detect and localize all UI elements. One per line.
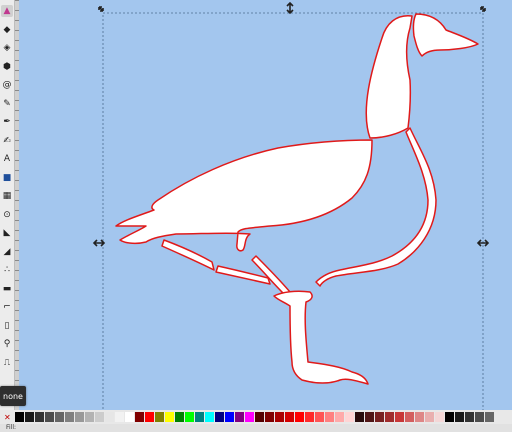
palette-swatch[interactable]: [95, 412, 104, 422]
palette-swatch[interactable]: [245, 412, 254, 422]
palette-swatch[interactable]: [315, 412, 324, 422]
palette-swatch[interactable]: [265, 412, 274, 422]
pencil-tool-icon[interactable]: ✎: [3, 98, 11, 109]
vertical-ruler: [15, 0, 19, 410]
resize-handle-left[interactable]: [92, 239, 106, 247]
palette-swatch[interactable]: [285, 412, 294, 422]
palette-swatch[interactable]: [25, 412, 34, 422]
resize-handle-top-right[interactable]: [480, 6, 486, 12]
resize-handle-top-left[interactable]: [98, 6, 104, 12]
palette-swatch[interactable]: [445, 412, 454, 422]
palette-swatch[interactable]: [215, 412, 224, 422]
no-paint-icon[interactable]: ✕: [4, 412, 11, 422]
color-palette: ✕: [0, 410, 512, 424]
goose-foot-shape[interactable]: [273, 290, 369, 385]
palette-swatch[interactable]: [125, 412, 134, 422]
toolbox: ▲ ◆ ◈ ⬢ @ ✎ ✒ ✍ A ■ ▦ ⊙ ◣ ◢ ∴ ▬ ⌐ ▯ ⚲ ⎍: [0, 0, 15, 412]
node-tool-icon[interactable]: ◆: [3, 24, 11, 35]
palette-swatch[interactable]: [435, 412, 444, 422]
status-fill-label: Fill:: [6, 424, 17, 431]
palette-swatch[interactable]: [415, 412, 424, 422]
selection-bounding-box: [102, 12, 484, 410]
palette-swatch[interactable]: [395, 412, 404, 422]
pen-tool-icon[interactable]: ✒: [3, 117, 11, 127]
palette-swatch[interactable]: [195, 412, 204, 422]
palette-swatch[interactable]: [345, 412, 354, 422]
palette-swatch[interactable]: [485, 412, 494, 422]
eraser-tool-icon[interactable]: ▬: [2, 283, 12, 294]
palette-swatch[interactable]: [365, 412, 374, 422]
palette-swatch[interactable]: [115, 412, 124, 422]
palette-swatch[interactable]: [165, 412, 174, 422]
palette-swatch[interactable]: [425, 412, 434, 422]
palette-swatch[interactable]: [55, 412, 64, 422]
palette-swatch[interactable]: [255, 412, 264, 422]
pointer-icon[interactable]: ▲: [1, 5, 13, 17]
rect-tool-icon[interactable]: ■: [2, 172, 12, 183]
palette-swatch[interactable]: [295, 412, 304, 422]
canvas[interactable]: [19, 0, 512, 410]
fill-indicator-badge: none: [0, 386, 26, 406]
gradient-tool-icon[interactable]: ▦: [2, 191, 12, 201]
palette-swatch[interactable]: [15, 412, 24, 422]
palette-swatch[interactable]: [475, 412, 484, 422]
palette-swatch[interactable]: [185, 412, 194, 422]
palette-swatch[interactable]: [375, 412, 384, 422]
goose-back-curve-shape[interactable]: [315, 127, 437, 287]
palette-swatch[interactable]: [235, 412, 244, 422]
status-bar: Fill:: [0, 424, 512, 432]
goose-body-shape[interactable]: [365, 15, 413, 139]
palette-swatch[interactable]: [135, 412, 144, 422]
text-tool-icon[interactable]: A: [3, 154, 11, 164]
spray-tool-icon[interactable]: ∴: [4, 265, 10, 275]
palette-swatch[interactable]: [325, 412, 334, 422]
palette-swatch[interactable]: [405, 412, 414, 422]
palette-swatch[interactable]: [305, 412, 314, 422]
palette-swatch[interactable]: [175, 412, 184, 422]
palette-swatch[interactable]: [455, 412, 464, 422]
spiral-tool-icon[interactable]: @: [2, 80, 12, 90]
zoom-tool-icon[interactable]: ◈: [3, 43, 11, 53]
resize-handle-right[interactable]: [476, 239, 490, 247]
connector-tool-icon[interactable]: ⌐: [3, 302, 11, 312]
palette-swatches: [15, 412, 495, 422]
palette-swatch[interactable]: [465, 412, 474, 422]
palette-swatch[interactable]: [45, 412, 54, 422]
zoom-icon[interactable]: ⚲: [3, 339, 11, 349]
box3d-tool-icon[interactable]: ⬢: [3, 61, 11, 72]
palette-swatch[interactable]: [335, 412, 344, 422]
dropper-tool-icon[interactable]: ⊙: [3, 209, 11, 220]
palette-swatch[interactable]: [385, 412, 394, 422]
palette-swatch[interactable]: [155, 412, 164, 422]
pages-tool-icon[interactable]: ▯: [4, 320, 10, 331]
goose-head-shape[interactable]: [412, 13, 479, 57]
measure-tool-icon[interactable]: ⎍: [3, 357, 11, 368]
palette-swatch[interactable]: [65, 412, 74, 422]
tweak-tool-icon[interactable]: ◢: [3, 246, 11, 257]
palette-swatch[interactable]: [275, 412, 284, 422]
palette-swatch[interactable]: [105, 412, 114, 422]
resize-handle-top[interactable]: [286, 1, 294, 15]
palette-swatch[interactable]: [355, 412, 364, 422]
palette-swatch[interactable]: [205, 412, 214, 422]
calligraphy-tool-icon[interactable]: ✍: [3, 135, 11, 146]
palette-swatch[interactable]: [35, 412, 44, 422]
goose-thigh-shape[interactable]: [161, 239, 215, 271]
palette-swatch[interactable]: [145, 412, 154, 422]
goose-torso-shape[interactable]: [115, 139, 373, 252]
palette-swatch[interactable]: [225, 412, 234, 422]
goose-shin-shape[interactable]: [215, 265, 271, 285]
palette-swatch[interactable]: [75, 412, 84, 422]
paint-bucket-icon[interactable]: ◣: [3, 228, 11, 238]
palette-swatch[interactable]: [85, 412, 94, 422]
